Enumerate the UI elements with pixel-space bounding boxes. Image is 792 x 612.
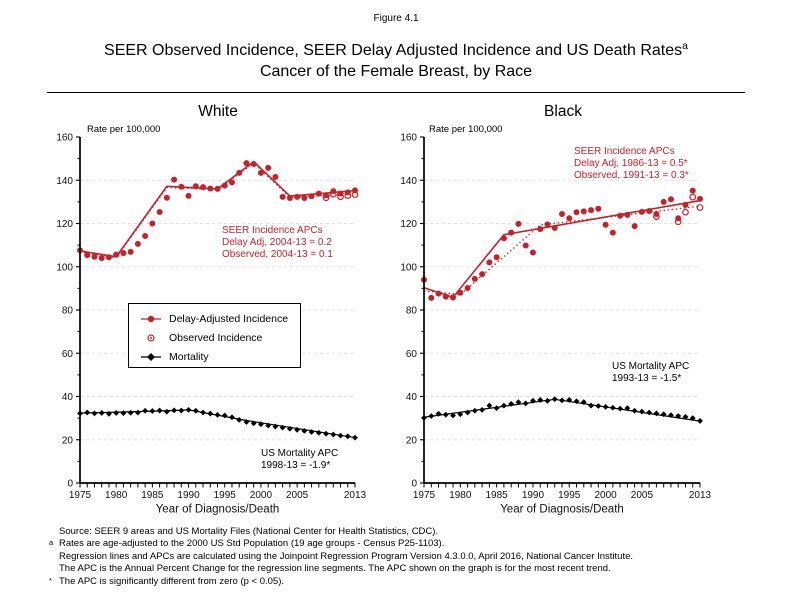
title-line-1: SEER Observed Incidence, SEER Delay Adju… bbox=[104, 40, 688, 59]
series-mortality bbox=[77, 407, 358, 441]
legend-item-mortality: Mortality bbox=[138, 347, 300, 366]
svg-text:Year of Diagnosis/Death: Year of Diagnosis/Death bbox=[156, 504, 280, 516]
title-divider-rule bbox=[47, 92, 745, 93]
svg-text:1995: 1995 bbox=[214, 490, 237, 501]
black-diamond-line-icon bbox=[141, 352, 161, 361]
svg-text:1980: 1980 bbox=[105, 490, 128, 501]
svg-text:160: 160 bbox=[56, 133, 73, 144]
footnote-marker bbox=[49, 550, 59, 562]
series-delay-adjusted-incidence bbox=[421, 187, 703, 301]
svg-text:1980: 1980 bbox=[449, 490, 472, 501]
white-mortality-apc-annotation: US Mortality APC 1998-13 = -1.9* bbox=[261, 448, 338, 472]
gridlines bbox=[424, 179, 700, 441]
svg-text:1975: 1975 bbox=[413, 490, 436, 501]
svg-text:1985: 1985 bbox=[141, 490, 164, 501]
svg-text:160: 160 bbox=[400, 133, 417, 144]
legend-label: Mortality bbox=[169, 350, 209, 363]
svg-text:2000: 2000 bbox=[250, 490, 273, 501]
svg-text:2005: 2005 bbox=[631, 490, 654, 501]
series-mortality bbox=[421, 396, 703, 424]
svg-text:20: 20 bbox=[62, 435, 74, 446]
svg-text:120: 120 bbox=[400, 219, 417, 230]
svg-text:100: 100 bbox=[400, 262, 417, 273]
annotation-line: Delay Adj, 1986-13 = 0.5* bbox=[574, 158, 688, 169]
footnote-text: The APC is the Annual Percent Change for… bbox=[59, 563, 611, 575]
footnote-marker: * bbox=[49, 575, 52, 585]
footnote-text: The APC is significantly different from … bbox=[59, 575, 285, 587]
legend-box: Delay-Adjusted Incidence Observed Incide… bbox=[128, 303, 301, 368]
svg-text:80: 80 bbox=[406, 306, 418, 317]
annotation-line: Delay Adj, 2004-13 = 0.2 bbox=[222, 237, 332, 248]
footnote-row: Regression lines and APCs are calculated… bbox=[49, 551, 633, 563]
annotation-line: 1998-13 = -1.9* bbox=[261, 460, 331, 471]
axes: 0 20 40 60 80 100 120 140 160 1975 1980 1985 1990 199… bbox=[56, 133, 366, 502]
footnotes: Source: SEER 9 areas and US Mortality Fi… bbox=[49, 526, 633, 588]
title-line-2: Cancer of the Female Breast, by Race bbox=[259, 63, 533, 80]
svg-text:60: 60 bbox=[62, 349, 74, 360]
black-incidence-apc-annotation: SEER Incidence APCs Delay Adj, 1986-13 =… bbox=[574, 146, 689, 182]
footnote-row: The APC is the Annual Percent Change for… bbox=[49, 563, 633, 575]
black-panel-chart: 0 20 40 60 80 100 120 140 160 1975 1980 1985 1990 199… bbox=[400, 133, 711, 516]
svg-text:2013: 2013 bbox=[689, 490, 712, 501]
svg-text:1990: 1990 bbox=[177, 490, 200, 501]
white-panel-chart: 0 20 40 60 80 100 120 140 160 1975 1980 1985 1990 199… bbox=[56, 133, 366, 516]
svg-text:1985: 1985 bbox=[486, 490, 509, 501]
regression-lines bbox=[423, 199, 701, 422]
page-title: SEER Observed Incidence, SEER Delay Adju… bbox=[0, 40, 792, 82]
svg-text:140: 140 bbox=[400, 176, 417, 187]
regression-lines bbox=[79, 160, 356, 439]
footnote-text: Rates are age-adjusted to the 2000 US St… bbox=[59, 538, 445, 550]
legend-item-observed: Observed Incidence bbox=[138, 328, 300, 347]
annotation-line: SEER Incidence APCs bbox=[222, 225, 323, 236]
svg-text:1995: 1995 bbox=[558, 490, 581, 501]
axes: 0 20 40 60 80 100 120 140 160 1975 1980 1985 1990 199… bbox=[400, 133, 711, 502]
svg-text:Year of Diagnosis/Death: Year of Diagnosis/Death bbox=[500, 504, 624, 516]
footnote-row: Source: SEER 9 areas and US Mortality Fi… bbox=[49, 526, 633, 538]
black-mortality-apc-annotation: US Mortality APC 1993-13 = -1.5* bbox=[612, 361, 689, 385]
red-filled-circle-line-icon bbox=[141, 315, 161, 322]
footnote-row: a Rates are age-adjusted to the 2000 US S… bbox=[49, 538, 633, 550]
svg-text:2005: 2005 bbox=[286, 490, 309, 501]
svg-text:40: 40 bbox=[406, 392, 418, 403]
svg-text:60: 60 bbox=[406, 349, 418, 360]
y-axis-title-black: Rate per 100,000 bbox=[429, 124, 503, 135]
svg-text:1990: 1990 bbox=[522, 490, 545, 501]
footnote-text: Source: SEER 9 areas and US Mortality Fi… bbox=[59, 526, 439, 537]
legend-label: Delay-Adjusted Incidence bbox=[169, 312, 289, 325]
footnote-marker bbox=[49, 525, 59, 537]
gridlines bbox=[80, 179, 355, 441]
svg-text:0: 0 bbox=[67, 479, 73, 490]
svg-text:100: 100 bbox=[56, 262, 73, 273]
red-open-circle-icon bbox=[147, 333, 155, 342]
legend-item-delay-adjusted: Delay-Adjusted Incidence bbox=[138, 309, 300, 328]
annotation-line: US Mortality APC bbox=[261, 448, 339, 459]
svg-text:120: 120 bbox=[56, 219, 73, 230]
svg-text:40: 40 bbox=[62, 392, 74, 403]
annotation-line: SEER Incidence APCs bbox=[574, 146, 675, 157]
svg-text:20: 20 bbox=[406, 435, 418, 446]
footnote-marker: a bbox=[49, 538, 54, 548]
title-superscript-a: a bbox=[682, 40, 688, 52]
footnote-marker bbox=[49, 562, 59, 574]
svg-text:140: 140 bbox=[56, 176, 73, 187]
annotation-line: Observed, 2004-13 = 0.1 bbox=[222, 249, 333, 260]
series-delay-adjusted-incidence bbox=[77, 160, 358, 262]
annotation-line: 1993-13 = -1.5* bbox=[612, 373, 682, 384]
annotation-line: US Mortality APC bbox=[612, 361, 690, 372]
figure-number: Figure 4.1 bbox=[373, 13, 419, 24]
panel-title-black: Black bbox=[544, 103, 582, 120]
svg-text:1975: 1975 bbox=[69, 490, 92, 501]
white-incidence-apc-annotation: SEER Incidence APCs Delay Adj, 2004-13 =… bbox=[222, 225, 333, 261]
y-axis-title-white: Rate per 100,000 bbox=[87, 124, 161, 135]
annotation-line: Observed, 1991-13 = 0.3* bbox=[574, 170, 689, 181]
footnote-row: * The APC is significantly different from… bbox=[49, 576, 633, 588]
legend-label: Observed Incidence bbox=[169, 331, 263, 344]
footnote-text: Regression lines and APCs are calculated… bbox=[59, 550, 634, 562]
panel-title-white: White bbox=[198, 103, 238, 120]
svg-text:2013: 2013 bbox=[344, 490, 367, 501]
svg-text:80: 80 bbox=[62, 306, 74, 317]
svg-text:0: 0 bbox=[411, 479, 417, 490]
svg-text:2000: 2000 bbox=[594, 490, 617, 501]
